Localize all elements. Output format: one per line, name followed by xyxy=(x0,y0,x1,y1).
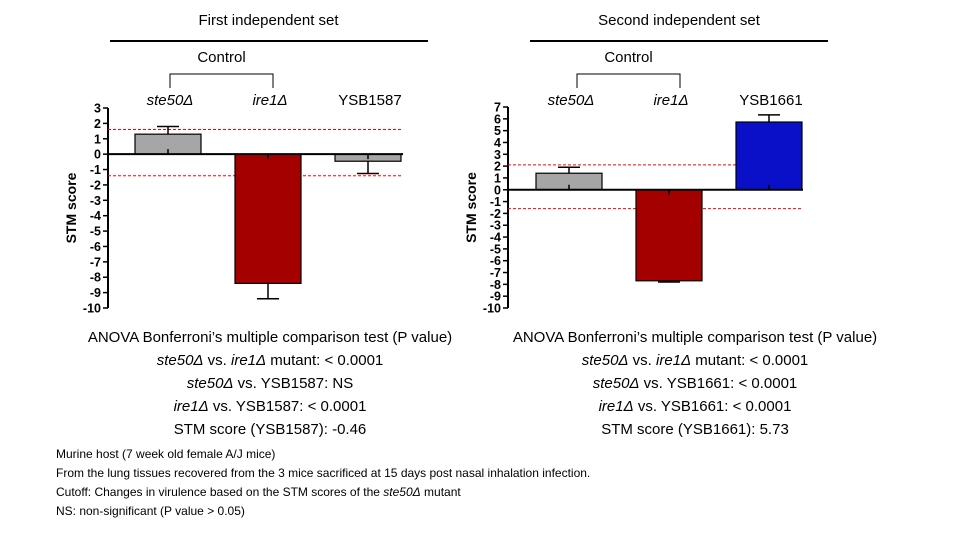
y-tick-label: -4 xyxy=(490,231,501,245)
strain-name: ste50Δ xyxy=(592,375,640,392)
stats-text: vs. YSB1661: < 0.0001 xyxy=(639,375,798,392)
category-label-1: ste50Δ xyxy=(147,92,194,109)
y-tick-label: -7 xyxy=(490,266,501,280)
control-bracket xyxy=(169,73,274,88)
y-tick-label: 3 xyxy=(94,102,101,116)
category-label-1: ste50Δ xyxy=(548,92,595,109)
y-tick-label: -4 xyxy=(90,209,101,223)
stats-text: mutant: < 0.0001 xyxy=(691,352,809,369)
footnote-text: Murine host (7 week old female A/J mice) xyxy=(56,447,276,461)
strain-name: ire1Δ xyxy=(173,398,209,415)
bar-3 xyxy=(735,121,803,191)
y-tick-label: 5 xyxy=(494,124,501,138)
y-tick-label: 0 xyxy=(494,183,501,197)
stats-text: vs. xyxy=(203,352,232,369)
footnote: From the lung tissues recovered from the… xyxy=(56,464,590,483)
y-tick-label: -2 xyxy=(90,178,101,192)
control-label: Control xyxy=(604,49,652,66)
strain-name: ste50Δ xyxy=(581,352,629,369)
y-tick-label: 2 xyxy=(494,160,501,174)
footnote-text: From the lung tissues recovered from the… xyxy=(56,466,591,480)
y-tick-label: -3 xyxy=(90,194,101,208)
panel2-title: Second independent set xyxy=(598,12,760,29)
y-tick-label: -8 xyxy=(490,278,501,292)
stats-line: STM score (YSB1661): 5.73 xyxy=(480,418,910,441)
panel1-stats: ANOVA Bonferroni’s multiple comparison t… xyxy=(50,326,490,441)
footnote: NS: non-significant (P value > 0.05) xyxy=(56,502,590,521)
bar-2 xyxy=(635,189,703,282)
footnote-text: NS: non-significant (P value > 0.05) xyxy=(56,504,245,518)
stats-heading: ANOVA Bonferroni’s multiple comparison t… xyxy=(512,329,878,346)
strain-name: ire1Δ xyxy=(231,352,267,369)
stats-line: ste50Δ vs. YSB1661: < 0.0001 xyxy=(480,372,910,395)
stats-line: STM score (YSB1587): -0.46 xyxy=(50,418,490,441)
footnote: Murine host (7 week old female A/J mice) xyxy=(56,445,590,464)
category-label-2: ire1Δ xyxy=(252,92,287,109)
control-bracket xyxy=(576,73,681,88)
stats-line: ste50Δ vs. YSB1587: NS xyxy=(50,372,490,395)
y-tick-label: -9 xyxy=(490,290,501,304)
stats-line: ste50Δ vs. ire1Δ mutant: < 0.0001 xyxy=(50,349,490,372)
y-tick-label: 7 xyxy=(494,101,501,115)
stats-text: vs. xyxy=(628,352,657,369)
y-tick-label: -3 xyxy=(490,219,501,233)
footnote-text: mutant xyxy=(420,485,461,499)
y-tick-label: -6 xyxy=(490,254,501,268)
y-tick-label: 1 xyxy=(94,132,101,146)
y-tick-label: -5 xyxy=(90,225,101,239)
y-tick-label: -6 xyxy=(90,240,101,254)
strain-name: ire1Δ xyxy=(656,352,692,369)
stats-text: vs. YSB1587: NS xyxy=(233,375,354,392)
y-tick-label: 0 xyxy=(94,148,101,162)
y-tick-label: -1 xyxy=(490,195,501,209)
y-tick-label: -1 xyxy=(90,163,101,177)
y-tick-label: -2 xyxy=(490,207,501,221)
y-axis-label: STM score xyxy=(63,172,79,243)
y-axis-label: STM score xyxy=(463,172,479,243)
strain-name: ste50Δ xyxy=(186,375,234,392)
bar-2 xyxy=(234,153,302,284)
control-label: Control xyxy=(197,49,245,66)
category-label-3: YSB1661 xyxy=(739,92,802,109)
strain-name: ire1Δ xyxy=(598,398,634,415)
footnote: Cutoff: Changes in virulence based on th… xyxy=(56,483,590,502)
stm-score-chart-first-set: STM score 321 0-1-2 -3-4 -5-6-7 -8-9 -10 ste50Δ… xyxy=(63,49,403,316)
y-tick-label: -10 xyxy=(483,302,501,316)
y-tick-label: -9 xyxy=(90,286,101,300)
panel2-title-rule xyxy=(530,40,828,42)
stats-text: mutant: < 0.0001 xyxy=(266,352,384,369)
footnotes: Murine host (7 week old female A/J mice)… xyxy=(56,445,590,521)
footnote-strain: ste50Δ xyxy=(383,485,421,499)
stats-line: ste50Δ vs. ire1Δ mutant: < 0.0001 xyxy=(480,349,910,372)
panel2-stats: ANOVA Bonferroni’s multiple comparison t… xyxy=(480,326,910,441)
y-tick-label: -5 xyxy=(490,242,501,256)
category-label-2: ire1Δ xyxy=(653,92,688,109)
y-tick-label: 2 xyxy=(94,117,101,131)
stats-heading: ANOVA Bonferroni’s multiple comparison t… xyxy=(87,329,453,346)
y-tick-label: -10 xyxy=(83,302,101,316)
y-tick-label: 6 xyxy=(494,112,501,126)
y-tick-label: 1 xyxy=(494,171,501,185)
panel1-title-rule xyxy=(110,40,428,42)
strain-name: ste50Δ xyxy=(156,352,204,369)
y-tick-label: 4 xyxy=(494,136,501,150)
stats-text: vs. YSB1661: < 0.0001 xyxy=(633,398,792,415)
y-tick-label: -7 xyxy=(90,255,101,269)
panel1-title: First independent set xyxy=(198,12,339,29)
stats-text: STM score (YSB1587): -0.46 xyxy=(173,421,367,438)
stats-text: STM score (YSB1661): 5.73 xyxy=(601,421,789,438)
stats-line: ire1Δ vs. YSB1587: < 0.0001 xyxy=(50,395,490,418)
stats-line: ire1Δ vs. YSB1661: < 0.0001 xyxy=(480,395,910,418)
stats-text: vs. YSB1587: < 0.0001 xyxy=(208,398,367,415)
category-label-3: YSB1587 xyxy=(338,92,401,109)
footnote-text: Cutoff: Changes in virulence based on th… xyxy=(56,485,384,499)
y-tick-label: 3 xyxy=(494,148,501,162)
y-tick-label: -8 xyxy=(90,271,101,285)
